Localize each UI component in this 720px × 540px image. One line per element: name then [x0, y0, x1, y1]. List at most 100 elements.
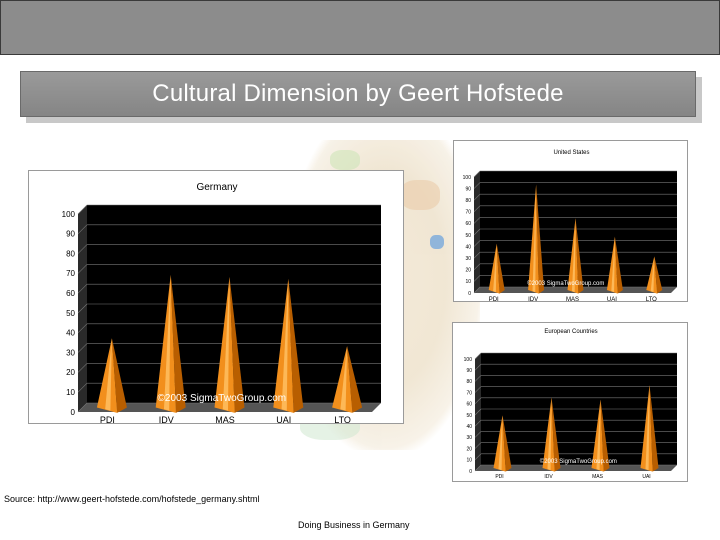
bar-highlight — [222, 276, 230, 411]
chart-title: United States — [553, 150, 589, 156]
bar-mas — [567, 218, 584, 294]
y-tick-label: 20 — [466, 446, 472, 452]
grid-line — [77, 244, 88, 254]
grid-line — [77, 303, 88, 314]
bar-face-dark — [170, 274, 186, 413]
source-note: Source: http://www.geert-hofstede.com/ho… — [4, 494, 260, 504]
y-tick-label: 80 — [466, 379, 472, 385]
bar-face-main — [591, 399, 604, 472]
bar-highlight — [493, 243, 497, 293]
grid-line — [77, 283, 88, 294]
y-tick-label: 90 — [465, 186, 471, 192]
watermark: ©2003 SigmaTwoGroup.com — [158, 393, 287, 404]
y-tick-label: 30 — [66, 348, 75, 357]
bar-face-main — [155, 274, 176, 413]
grid-line — [77, 204, 88, 215]
y-tick-label: 50 — [465, 233, 471, 239]
y-tick-label: 80 — [465, 198, 471, 204]
grid-line — [77, 402, 88, 413]
bar-face-dark — [551, 397, 561, 472]
chart-germany: Germany 0 10 20 30 40 50 60 70 80 90 100 PDI IDV MAS UA… — [28, 170, 404, 425]
y-tick-label: 40 — [66, 329, 75, 338]
bar-uai — [606, 236, 623, 294]
top-bar — [0, 0, 720, 55]
bar-lto — [646, 256, 663, 294]
grid-line — [473, 170, 481, 178]
bar-uai — [273, 278, 304, 413]
category-label: MAS — [215, 415, 235, 425]
y-tick-label: 70 — [66, 269, 75, 278]
bar-face-dark — [496, 243, 505, 294]
y-tick-label: 40 — [466, 424, 472, 430]
category-label: PDI — [100, 415, 115, 425]
grid-line — [474, 397, 482, 405]
y-tick-label: 50 — [466, 413, 472, 419]
bar-face-dark — [288, 278, 304, 413]
grid-line — [473, 193, 481, 201]
bar-highlight — [547, 397, 552, 471]
y-tick-label: 30 — [466, 435, 472, 441]
y-tick-label: 60 — [465, 221, 471, 227]
category-label: IDV — [528, 297, 538, 303]
y-tick-label: 0 — [469, 469, 472, 475]
bar-highlight — [105, 338, 112, 411]
chart-european-countries: European Countries 0 10 20 30 40 50 60 70 80 90 100… — [452, 322, 688, 482]
chart-title: Germany — [196, 182, 237, 193]
y-tick-label: 0 — [468, 291, 471, 297]
y-tick-label: 90 — [466, 368, 472, 374]
bar-face-dark — [502, 415, 512, 472]
category-label: PDI — [489, 297, 499, 303]
footer-text: Doing Business in Germany — [298, 520, 410, 530]
bar-face-dark — [614, 236, 623, 294]
bar-face-dark — [575, 218, 584, 294]
grid-line — [77, 323, 88, 334]
bar-face-dark — [229, 276, 245, 413]
bar-highlight — [163, 274, 171, 411]
y-tick-label: 20 — [66, 368, 75, 377]
grid-line — [77, 224, 88, 235]
grid-line — [474, 408, 482, 416]
grid-line — [473, 205, 481, 213]
y-tick-label: 40 — [465, 244, 471, 250]
y-tick-label: 10 — [465, 279, 471, 285]
category-label: LTO — [646, 297, 657, 303]
category-label: UAI — [642, 474, 650, 480]
bar-face-main — [493, 415, 506, 472]
bar-highlight — [340, 346, 348, 411]
y-tick-label: 70 — [465, 210, 471, 216]
grid-line — [473, 182, 481, 189]
bar-idv — [542, 397, 561, 472]
bar-face-main — [646, 256, 658, 294]
bar-highlight — [650, 256, 655, 293]
chart-svg: Germany 0 10 20 30 40 50 60 70 80 90 100 PDI IDV MAS UA… — [62, 182, 381, 425]
y-tick-label: 0 — [71, 408, 76, 417]
watermark: ©2003 SigmaTwoGroup.com — [540, 458, 617, 465]
bar-highlight — [571, 218, 576, 293]
bar-face-main — [567, 218, 579, 294]
grid-line — [474, 453, 482, 461]
bar-highlight — [645, 385, 650, 471]
grid-line — [77, 343, 88, 353]
bar-face-main — [273, 278, 294, 413]
bar-face-main — [606, 236, 618, 294]
y-tick-label: 100 — [463, 175, 472, 181]
y-tick-label: 80 — [66, 249, 75, 258]
plot-floor — [475, 465, 677, 471]
bar-lto — [332, 346, 363, 413]
category-label: IDV — [159, 415, 174, 425]
bar-idv — [528, 184, 545, 294]
grid-line — [77, 382, 88, 393]
grid-line — [474, 363, 482, 371]
chart-title: European Countries — [544, 329, 597, 335]
bar-face-dark — [600, 399, 610, 472]
title-banner: Cultural Dimension by Geert Hofstede — [20, 71, 696, 117]
category-label: IDV — [544, 474, 553, 480]
category-label: UAI — [276, 415, 291, 425]
grid-line — [474, 375, 482, 382]
category-label: UAI — [607, 297, 617, 303]
bar-highlight — [611, 236, 615, 293]
grid-line — [474, 386, 482, 393]
y-tick-label: 10 — [466, 458, 472, 464]
y-tick-label: 20 — [465, 268, 471, 274]
y-tick-label: 60 — [466, 402, 472, 408]
